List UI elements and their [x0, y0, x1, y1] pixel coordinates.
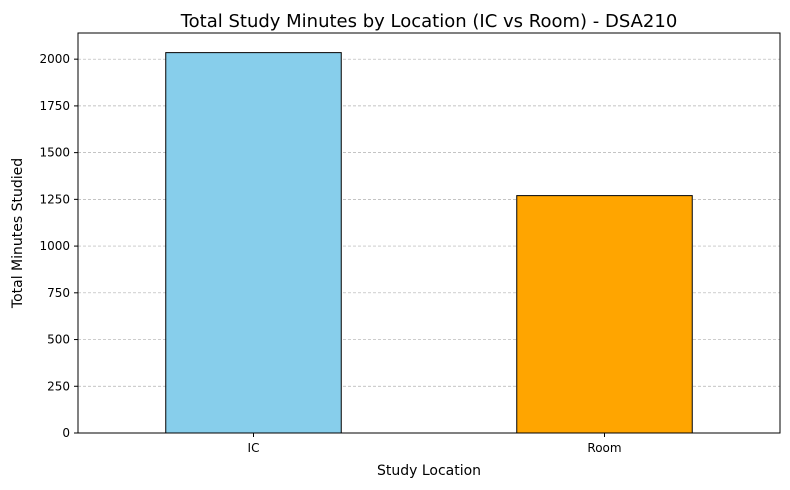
bar-room: [516, 195, 693, 434]
y-tick-label: 750: [47, 286, 70, 300]
x-axis: IC Room: [248, 433, 622, 455]
y-tick-label: 2000: [39, 52, 70, 66]
x-tick-label: IC: [248, 441, 260, 455]
y-tick-label: 0: [62, 426, 70, 440]
x-tick-label: Room: [587, 441, 621, 455]
plot-frame: [77, 32, 781, 434]
y-tick-label: 1250: [39, 192, 70, 206]
y-tick-label: 1000: [39, 239, 70, 253]
chart-title: Total Study Minutes by Location (IC vs R…: [180, 11, 678, 32]
y-axis: 0 250 500 750 1000 1250 1500 1750 2000: [39, 52, 78, 440]
y-tick-label: 1500: [39, 146, 70, 160]
bar-ic: [165, 52, 342, 434]
y-tick-label: 250: [47, 379, 70, 393]
y-axis-label: Total Minutes Studied: [10, 158, 26, 309]
bars: [165, 52, 693, 434]
x-axis-label: Study Location: [377, 463, 481, 479]
y-tick-label: 1750: [39, 99, 70, 113]
y-tick-label: 500: [47, 333, 70, 347]
